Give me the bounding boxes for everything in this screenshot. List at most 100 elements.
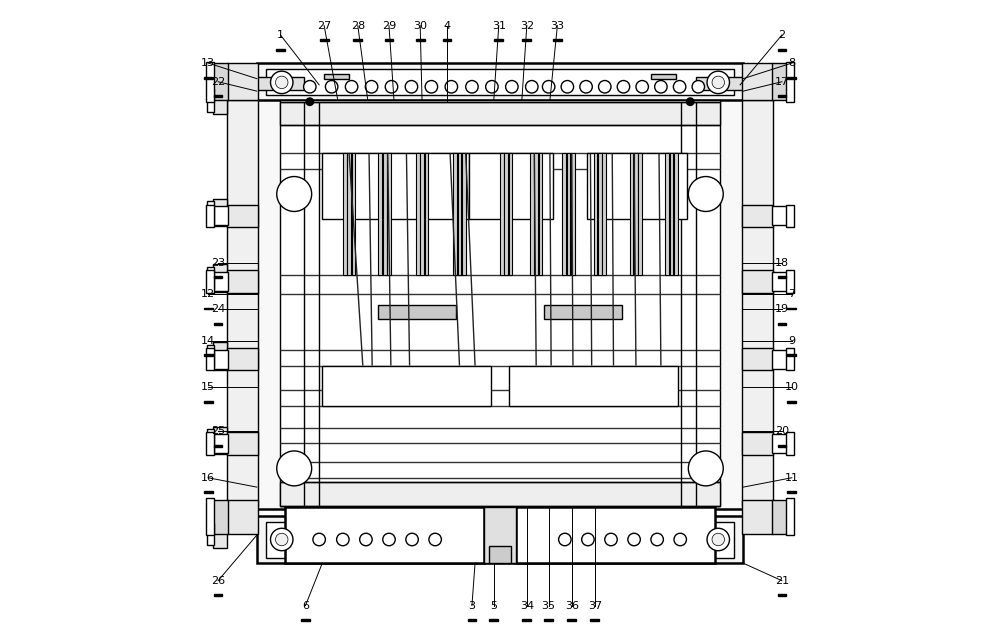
Bar bbox=[786, 270, 794, 292]
Bar bbox=[553, 39, 562, 41]
Bar bbox=[778, 96, 786, 98]
Circle shape bbox=[580, 81, 592, 93]
Bar bbox=[506, 154, 553, 219]
Bar bbox=[787, 491, 796, 493]
Circle shape bbox=[582, 533, 594, 546]
Text: 34: 34 bbox=[520, 601, 534, 611]
Bar bbox=[670, 154, 673, 275]
Text: 14: 14 bbox=[201, 336, 215, 346]
Circle shape bbox=[425, 81, 438, 93]
Text: 9: 9 bbox=[788, 336, 795, 346]
Circle shape bbox=[345, 81, 358, 93]
Bar bbox=[516, 507, 715, 563]
Circle shape bbox=[526, 81, 538, 93]
Circle shape bbox=[688, 176, 723, 211]
Bar bbox=[638, 154, 642, 275]
Bar bbox=[742, 204, 773, 227]
Circle shape bbox=[383, 533, 395, 546]
Bar bbox=[213, 350, 228, 369]
Bar bbox=[598, 154, 602, 275]
Circle shape bbox=[651, 533, 663, 546]
Circle shape bbox=[276, 533, 288, 546]
Bar bbox=[227, 63, 258, 101]
Text: 32: 32 bbox=[520, 21, 534, 31]
Bar bbox=[416, 39, 425, 41]
Text: 5: 5 bbox=[490, 601, 497, 611]
Circle shape bbox=[605, 533, 617, 546]
Bar bbox=[772, 63, 787, 101]
Text: 29: 29 bbox=[382, 21, 396, 31]
Bar bbox=[489, 546, 511, 563]
Text: 13: 13 bbox=[201, 58, 215, 68]
Bar bbox=[206, 348, 214, 371]
Bar bbox=[504, 154, 508, 275]
Text: 15: 15 bbox=[201, 382, 215, 392]
Bar bbox=[742, 63, 773, 101]
Bar bbox=[352, 154, 355, 275]
Bar bbox=[276, 49, 285, 51]
Circle shape bbox=[445, 81, 458, 93]
Text: 33: 33 bbox=[550, 21, 564, 31]
Bar bbox=[665, 154, 669, 275]
Bar bbox=[468, 619, 476, 621]
Bar bbox=[214, 594, 222, 596]
Bar bbox=[674, 154, 678, 275]
Bar bbox=[280, 101, 720, 506]
Circle shape bbox=[276, 76, 288, 89]
Bar bbox=[500, 154, 504, 275]
Bar bbox=[266, 69, 734, 96]
Circle shape bbox=[405, 81, 418, 93]
Text: 2: 2 bbox=[778, 30, 785, 40]
Bar bbox=[257, 63, 743, 101]
Bar bbox=[343, 154, 347, 275]
Bar bbox=[213, 272, 228, 291]
Bar bbox=[214, 96, 222, 98]
Text: 25: 25 bbox=[211, 426, 225, 436]
Circle shape bbox=[506, 81, 518, 93]
Bar bbox=[213, 434, 228, 453]
Bar bbox=[742, 499, 773, 534]
Bar bbox=[214, 323, 222, 325]
Bar bbox=[213, 199, 227, 226]
Circle shape bbox=[686, 98, 694, 106]
Text: 37: 37 bbox=[588, 601, 602, 611]
Bar bbox=[204, 491, 213, 493]
Circle shape bbox=[673, 81, 686, 93]
Circle shape bbox=[325, 81, 338, 93]
Bar bbox=[530, 154, 534, 275]
Bar bbox=[778, 323, 786, 325]
Bar bbox=[213, 427, 227, 454]
Bar bbox=[544, 305, 622, 319]
Circle shape bbox=[561, 81, 574, 93]
Bar bbox=[214, 445, 222, 447]
Bar bbox=[204, 308, 213, 309]
Bar bbox=[204, 354, 213, 356]
Circle shape bbox=[277, 451, 312, 486]
Text: 16: 16 bbox=[201, 472, 215, 482]
Bar bbox=[786, 204, 794, 227]
Bar bbox=[534, 154, 538, 275]
Circle shape bbox=[707, 528, 729, 551]
Bar bbox=[206, 270, 214, 292]
Bar bbox=[786, 348, 794, 371]
Bar bbox=[651, 74, 676, 79]
Bar bbox=[213, 342, 227, 370]
Bar bbox=[206, 62, 214, 102]
Bar bbox=[324, 74, 349, 79]
Text: 22: 22 bbox=[211, 77, 225, 87]
Bar bbox=[594, 154, 597, 275]
Bar bbox=[778, 594, 786, 596]
Bar bbox=[387, 154, 391, 275]
Circle shape bbox=[429, 533, 441, 546]
Bar bbox=[742, 348, 773, 371]
Bar bbox=[227, 270, 258, 292]
Circle shape bbox=[617, 81, 630, 93]
Bar bbox=[544, 619, 553, 621]
Bar bbox=[494, 39, 503, 41]
Bar bbox=[206, 204, 214, 227]
Bar bbox=[509, 154, 512, 275]
Bar bbox=[458, 154, 461, 275]
Circle shape bbox=[406, 533, 418, 546]
Circle shape bbox=[466, 81, 478, 93]
Circle shape bbox=[712, 533, 724, 546]
